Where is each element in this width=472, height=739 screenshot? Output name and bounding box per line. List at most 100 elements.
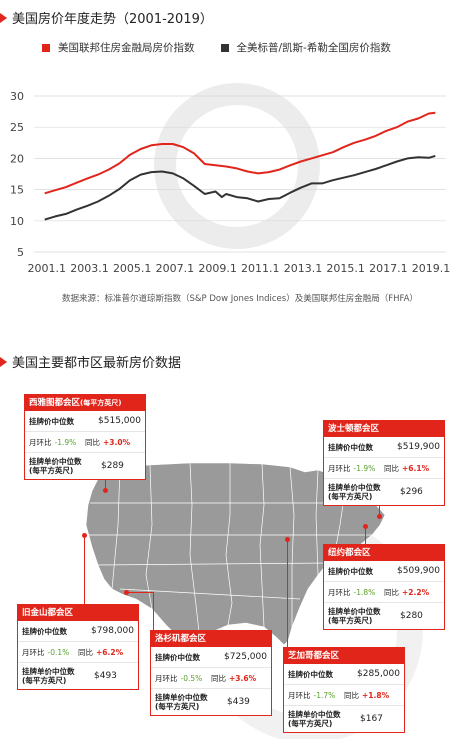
us-map-shape [85, 462, 386, 648]
mom-value: -0.5% [180, 673, 203, 683]
mom-label: 月环比 [29, 437, 52, 447]
unit-price-value: $439 [227, 697, 250, 707]
marker-chicago [285, 537, 290, 542]
card-chicago: 芝加哥都会区 挂牌价中位数 $285,000 月环比 -1.7% 同比 +1.8% 挂… [283, 647, 405, 733]
legend-swatch-dark [220, 43, 229, 52]
mom-value: -0.1% [47, 647, 70, 657]
mom-label: 月环比 [288, 690, 311, 700]
unit-price-value: $289 [101, 461, 124, 471]
unit-price-value: $280 [400, 611, 423, 621]
card-title: 旧金山都会区 [18, 605, 138, 621]
data-source: 数据来源：标准普尔道琼斯指数（S&P Dow Jones Indices）及美国… [62, 294, 418, 304]
x-tick-label: 2007.1 [156, 262, 195, 275]
unit-price-label: 挂牌单价中位数 (每平方英尺) [288, 710, 341, 728]
series-line-1 [44, 154, 436, 221]
mom-label: 月环比 [328, 463, 351, 473]
median-price-label: 挂牌价中位数 [29, 416, 74, 426]
legend-swatch-red [42, 43, 50, 52]
median-price-label: 挂牌价中位数 [288, 669, 333, 679]
marker-seattle [103, 488, 108, 493]
chart-title: 美国房价年度走势（2001-2019） [12, 12, 213, 27]
median-price-value: $285,000 [357, 669, 400, 679]
legend-label-fhfa: 美国联邦住房金融局房价指数 [58, 42, 195, 54]
median-price-value: $798,000 [91, 626, 134, 636]
marker-newyork [363, 524, 368, 529]
card-title: 纽约都会区 [324, 545, 444, 561]
state-borders [88, 462, 380, 642]
unit-price-label: 挂牌单价中位数 (每平方英尺) [29, 457, 82, 475]
y-tick-label: 25 [10, 121, 24, 134]
unit-price-label: 挂牌单价中位数 (每平方英尺) [155, 693, 208, 711]
median-price-label: 挂牌价中位数 [155, 652, 200, 662]
median-price-label: 挂牌价中位数 [22, 626, 67, 636]
chart-section-title: 美国房价年度走势（2001-2019） [0, 8, 213, 27]
yoy-value: +1.8% [362, 690, 390, 700]
leader-la-h [127, 592, 154, 593]
median-price-value: $725,000 [224, 652, 267, 662]
mom-label: 月环比 [155, 673, 178, 683]
x-tick-label: 2005.1 [113, 262, 152, 275]
yoy-value: +3.6% [229, 673, 257, 683]
section-marker-icon [0, 356, 7, 367]
yoy-value: +3.0% [103, 437, 131, 447]
yoy-value: +6.2% [96, 647, 124, 657]
map-section-title: 美国主要都市区最新房价数据 [0, 352, 181, 371]
yoy-label: 同比 [344, 690, 359, 700]
card-title: 芝加哥都会区 [284, 648, 404, 664]
chart-legend: 美国联邦住房金融局房价指数 全美标普/凯斯-希勒全国房价指数 [42, 40, 417, 55]
mom-label: 月环比 [22, 647, 45, 657]
mom-value: -1.7% [313, 690, 336, 700]
x-tick-label: 2015.1 [326, 262, 365, 275]
leader-newyork [365, 527, 366, 547]
leader-sf [84, 536, 85, 606]
mom-value: -1.8% [353, 587, 376, 597]
yoy-value: +2.2% [402, 587, 430, 597]
yoy-label: 同比 [85, 437, 100, 447]
card-sf: 旧金山都会区 挂牌价中位数 $798,000 月环比 -0.1% 同比 +6.2% 挂… [17, 604, 139, 690]
series-line-0 [44, 111, 436, 195]
unit-price-label: 挂牌单价中位数 (每平方英尺) [328, 607, 381, 625]
mom-value: -1.9% [54, 437, 77, 447]
map-title: 美国主要都市区最新房价数据 [12, 356, 182, 371]
chart-watermark-logo [154, 83, 320, 249]
mom-label: 月环比 [328, 587, 351, 597]
y-tick-label: 20 [10, 152, 24, 165]
legend-label-case-shiller: 全美标普/凯斯-希勒全国房价指数 [236, 42, 391, 54]
section-marker-icon [0, 12, 7, 23]
x-tick-label: 2019.1 [412, 262, 451, 275]
y-tick-label: 5 [17, 246, 24, 259]
leader-chicago [287, 540, 288, 648]
x-tick-label: 2011.1 [241, 262, 280, 275]
price-trend-chart: 5 10 15 20 25 30 2001.1 2003.1 2005.1 2007.1 2009.… [10, 83, 451, 275]
y-tick-label: 30 [10, 90, 24, 103]
x-tick-label: 2017.1 [369, 262, 408, 275]
unit-price-value: $167 [360, 714, 383, 724]
median-price-label: 挂牌价中位数 [328, 566, 373, 576]
median-price-value: $515,000 [98, 416, 141, 426]
x-tick-label: 2001.1 [28, 262, 67, 275]
legend-item-case-shiller: 全美标普/凯斯-希勒全国房价指数 [220, 40, 391, 55]
x-tick-label: 2003.1 [70, 262, 109, 275]
median-price-value: $519,900 [397, 442, 440, 452]
yoy-label: 同比 [384, 463, 399, 473]
marker-boston [377, 514, 382, 519]
yoy-value: +6.1% [402, 463, 430, 473]
unit-price-label: 挂牌单价中位数 (每平方英尺) [22, 667, 75, 685]
card-title: 洛杉矶都会区 [151, 631, 271, 647]
card-title: 波士顿都会区 [324, 421, 444, 437]
leader-seattle [105, 470, 106, 490]
unit-price-value: $296 [400, 487, 423, 497]
marker-sf [82, 533, 87, 538]
yoy-label: 同比 [78, 647, 93, 657]
x-tick-label: 2009.1 [198, 262, 237, 275]
card-newyork: 纽约都会区 挂牌价中位数 $509,900 月环比 -1.8% 同比 +2.2% 挂牌… [323, 544, 445, 630]
card-seattle: 西雅图都会区(每平方英尺) 挂牌价中位数 $515,000 月环比 -1.9% 同比… [24, 394, 146, 480]
card-boston: 波士顿都会区 挂牌价中位数 $519,900 月环比 -1.9% 同比 +6.1% 挂… [323, 420, 445, 506]
legend-item-fhfa: 美国联邦住房金融局房价指数 [42, 40, 195, 55]
yoy-label: 同比 [384, 587, 399, 597]
mom-value: -1.9% [353, 463, 376, 473]
median-price-value: $509,900 [397, 566, 440, 576]
card-la: 洛杉矶都会区 挂牌价中位数 $725,000 月环比 -0.5% 同比 +3.6% 挂… [150, 630, 272, 716]
y-tick-label: 15 [10, 184, 24, 197]
yoy-label: 同比 [211, 673, 226, 683]
